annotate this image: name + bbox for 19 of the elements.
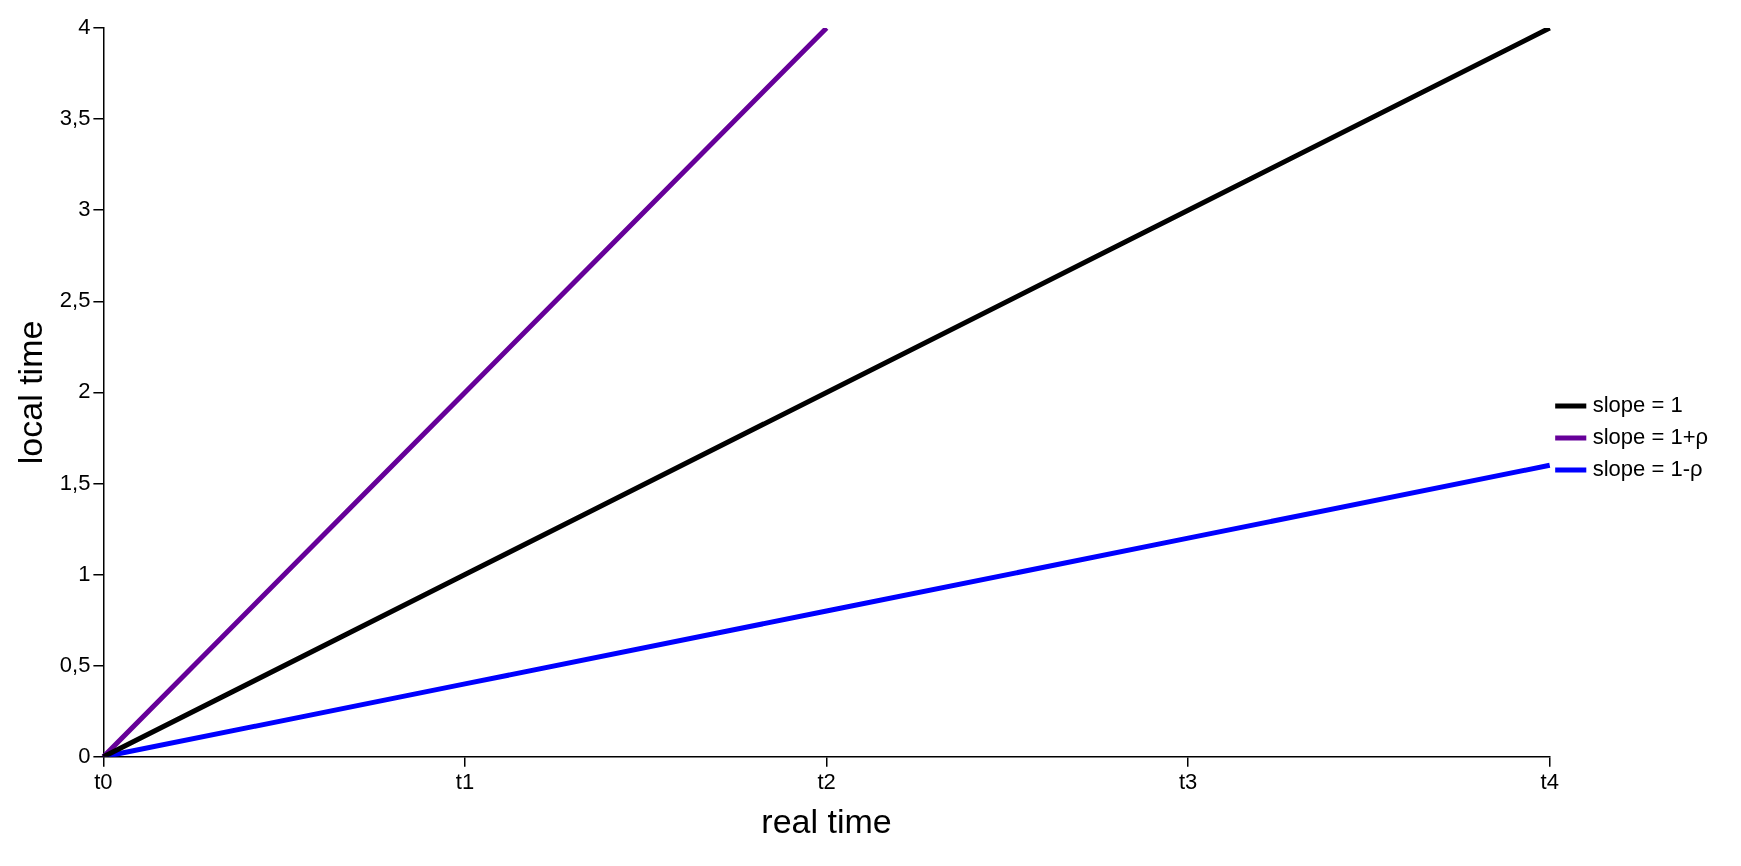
- legend-label: slope = 1: [1592, 392, 1683, 418]
- y-tick-label: 0,5: [59, 651, 91, 677]
- y-tick-label: 2,5: [59, 287, 91, 313]
- x-axis-title: real time: [761, 801, 892, 840]
- y-tick-label: 4: [78, 14, 91, 40]
- legend-label: slope = 1+ρ: [1592, 424, 1708, 450]
- y-tick-label: 2: [78, 378, 91, 404]
- y-tick-label: 0: [78, 742, 91, 768]
- y-tick-label: 3: [78, 196, 91, 222]
- x-tick-label: t0: [94, 769, 113, 795]
- x-tick-label: t3: [1178, 769, 1198, 795]
- y-tick-label: 1,5: [59, 469, 91, 495]
- y-axis-title: local time: [10, 320, 49, 465]
- x-tick-label: t4: [1540, 769, 1559, 795]
- y-tick-label: 1: [78, 560, 91, 586]
- x-tick-label: t1: [455, 769, 475, 795]
- y-tick-label: 3,5: [59, 105, 91, 131]
- legend-label: slope = 1-ρ: [1592, 456, 1703, 482]
- x-tick-label: t2: [817, 769, 836, 795]
